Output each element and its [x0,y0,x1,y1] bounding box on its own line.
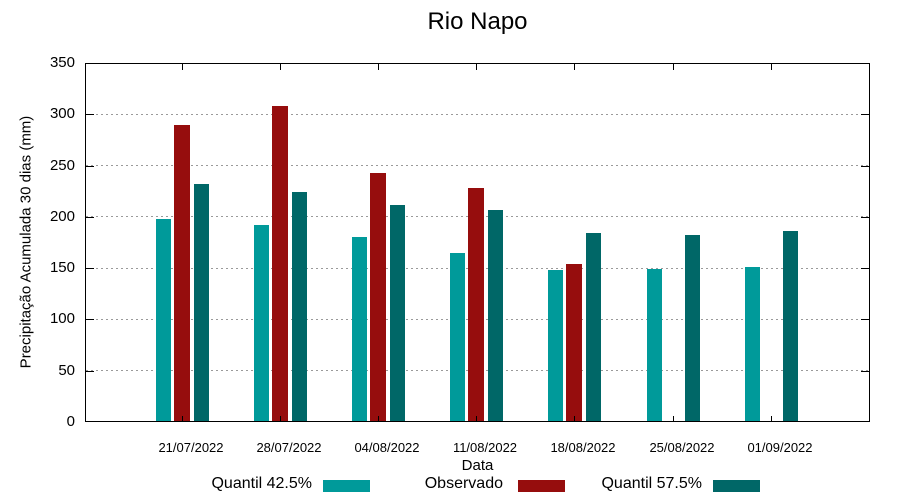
y-tick-mark [86,319,94,321]
x-tick-mark [673,64,674,70]
x-tick-mark [378,64,379,70]
plot-border [85,63,870,422]
legend-label-quantil-57-5: Quantil 57.5% [601,475,702,492]
y-tick-label: 300 [49,105,75,123]
chart-title: Rio Napo [427,8,528,35]
legend-swatch-quantil-42-5 [323,480,370,492]
x-axis-label: Data [461,457,494,474]
y-tick-mark [86,114,94,116]
legend-swatch-observado [518,480,565,492]
bar-quantil-57-5- [291,192,307,421]
bar-quantil-42-5- [744,267,760,421]
y-tick-mark [86,268,94,270]
bar-quantil-57-5- [389,204,405,421]
bar-quantil-42-5- [548,270,564,421]
x-tick-mark [574,64,575,70]
y-tick-mark [861,319,869,321]
y-tick-mark [86,216,94,218]
y-tick-mark [86,370,94,372]
x-tick-mark [574,416,575,422]
bar-quantil-42-5- [646,269,662,421]
x-tick-label: 18/08/2022 [550,440,616,455]
legend-swatch-quantil-57-5 [713,480,760,492]
y-tick-mark [861,114,869,116]
x-tick-label: 11/08/2022 [452,440,518,455]
y-tick-mark [861,165,869,167]
bar-quantil-42-5- [450,252,466,421]
x-tick-mark [280,416,281,422]
x-tick-mark [182,64,183,70]
y-tick-label: 150 [49,259,75,277]
y-tick-mark [861,216,869,218]
x-tick-mark [280,64,281,70]
x-tick-mark [771,64,772,70]
x-tick-mark [771,416,772,422]
legend-label-observado: Observado [424,475,503,492]
y-tick-label: 200 [49,207,75,225]
bar-observado [468,188,485,421]
y-tick-label: 50 [58,361,75,379]
x-tick-mark [378,416,379,422]
gridline [86,165,870,167]
y-tick-label: 350 [49,54,75,71]
bar-quantil-57-5- [586,233,602,421]
y-tick-mark [86,165,94,167]
y-axis-label: Precipitação Acumulada 30 dias (mm) [17,115,35,369]
y-tick-label: 100 [49,310,75,328]
x-tick-mark [673,416,674,422]
x-tick-label: 28/07/2022 [256,440,322,455]
x-tick-mark [182,416,183,422]
x-tick-label: 01/09/2022 [747,440,813,455]
x-tick-mark [476,64,477,70]
x-tick-label: 04/08/2022 [354,440,420,455]
bar-quantil-42-5- [253,225,269,421]
bar-quantil-57-5- [684,235,700,421]
bar-quantil-57-5- [193,184,209,421]
y-tick-mark [861,268,869,270]
legend-label-quantil-42-5: Quantil 42.5% [211,475,312,492]
y-tick-label: 250 [49,156,75,174]
bar-quantil-57-5- [782,231,798,421]
bar-quantil-42-5- [155,218,171,421]
bar-quantil-57-5- [488,209,504,421]
gridline [86,113,870,115]
bar-observado [369,172,386,421]
y-tick-mark [861,370,869,372]
bar-observado [271,106,288,421]
bar-quantil-42-5- [351,237,367,421]
x-tick-label: 21/07/2022 [158,440,224,455]
y-tick-label: 0 [66,413,75,430]
x-tick-mark [476,416,477,422]
x-tick-label: 25/08/2022 [649,440,715,455]
bar-observado [566,264,583,421]
bar-observado [173,124,190,421]
